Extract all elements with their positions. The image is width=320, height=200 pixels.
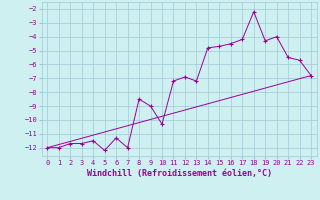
X-axis label: Windchill (Refroidissement éolien,°C): Windchill (Refroidissement éolien,°C) <box>87 169 272 178</box>
